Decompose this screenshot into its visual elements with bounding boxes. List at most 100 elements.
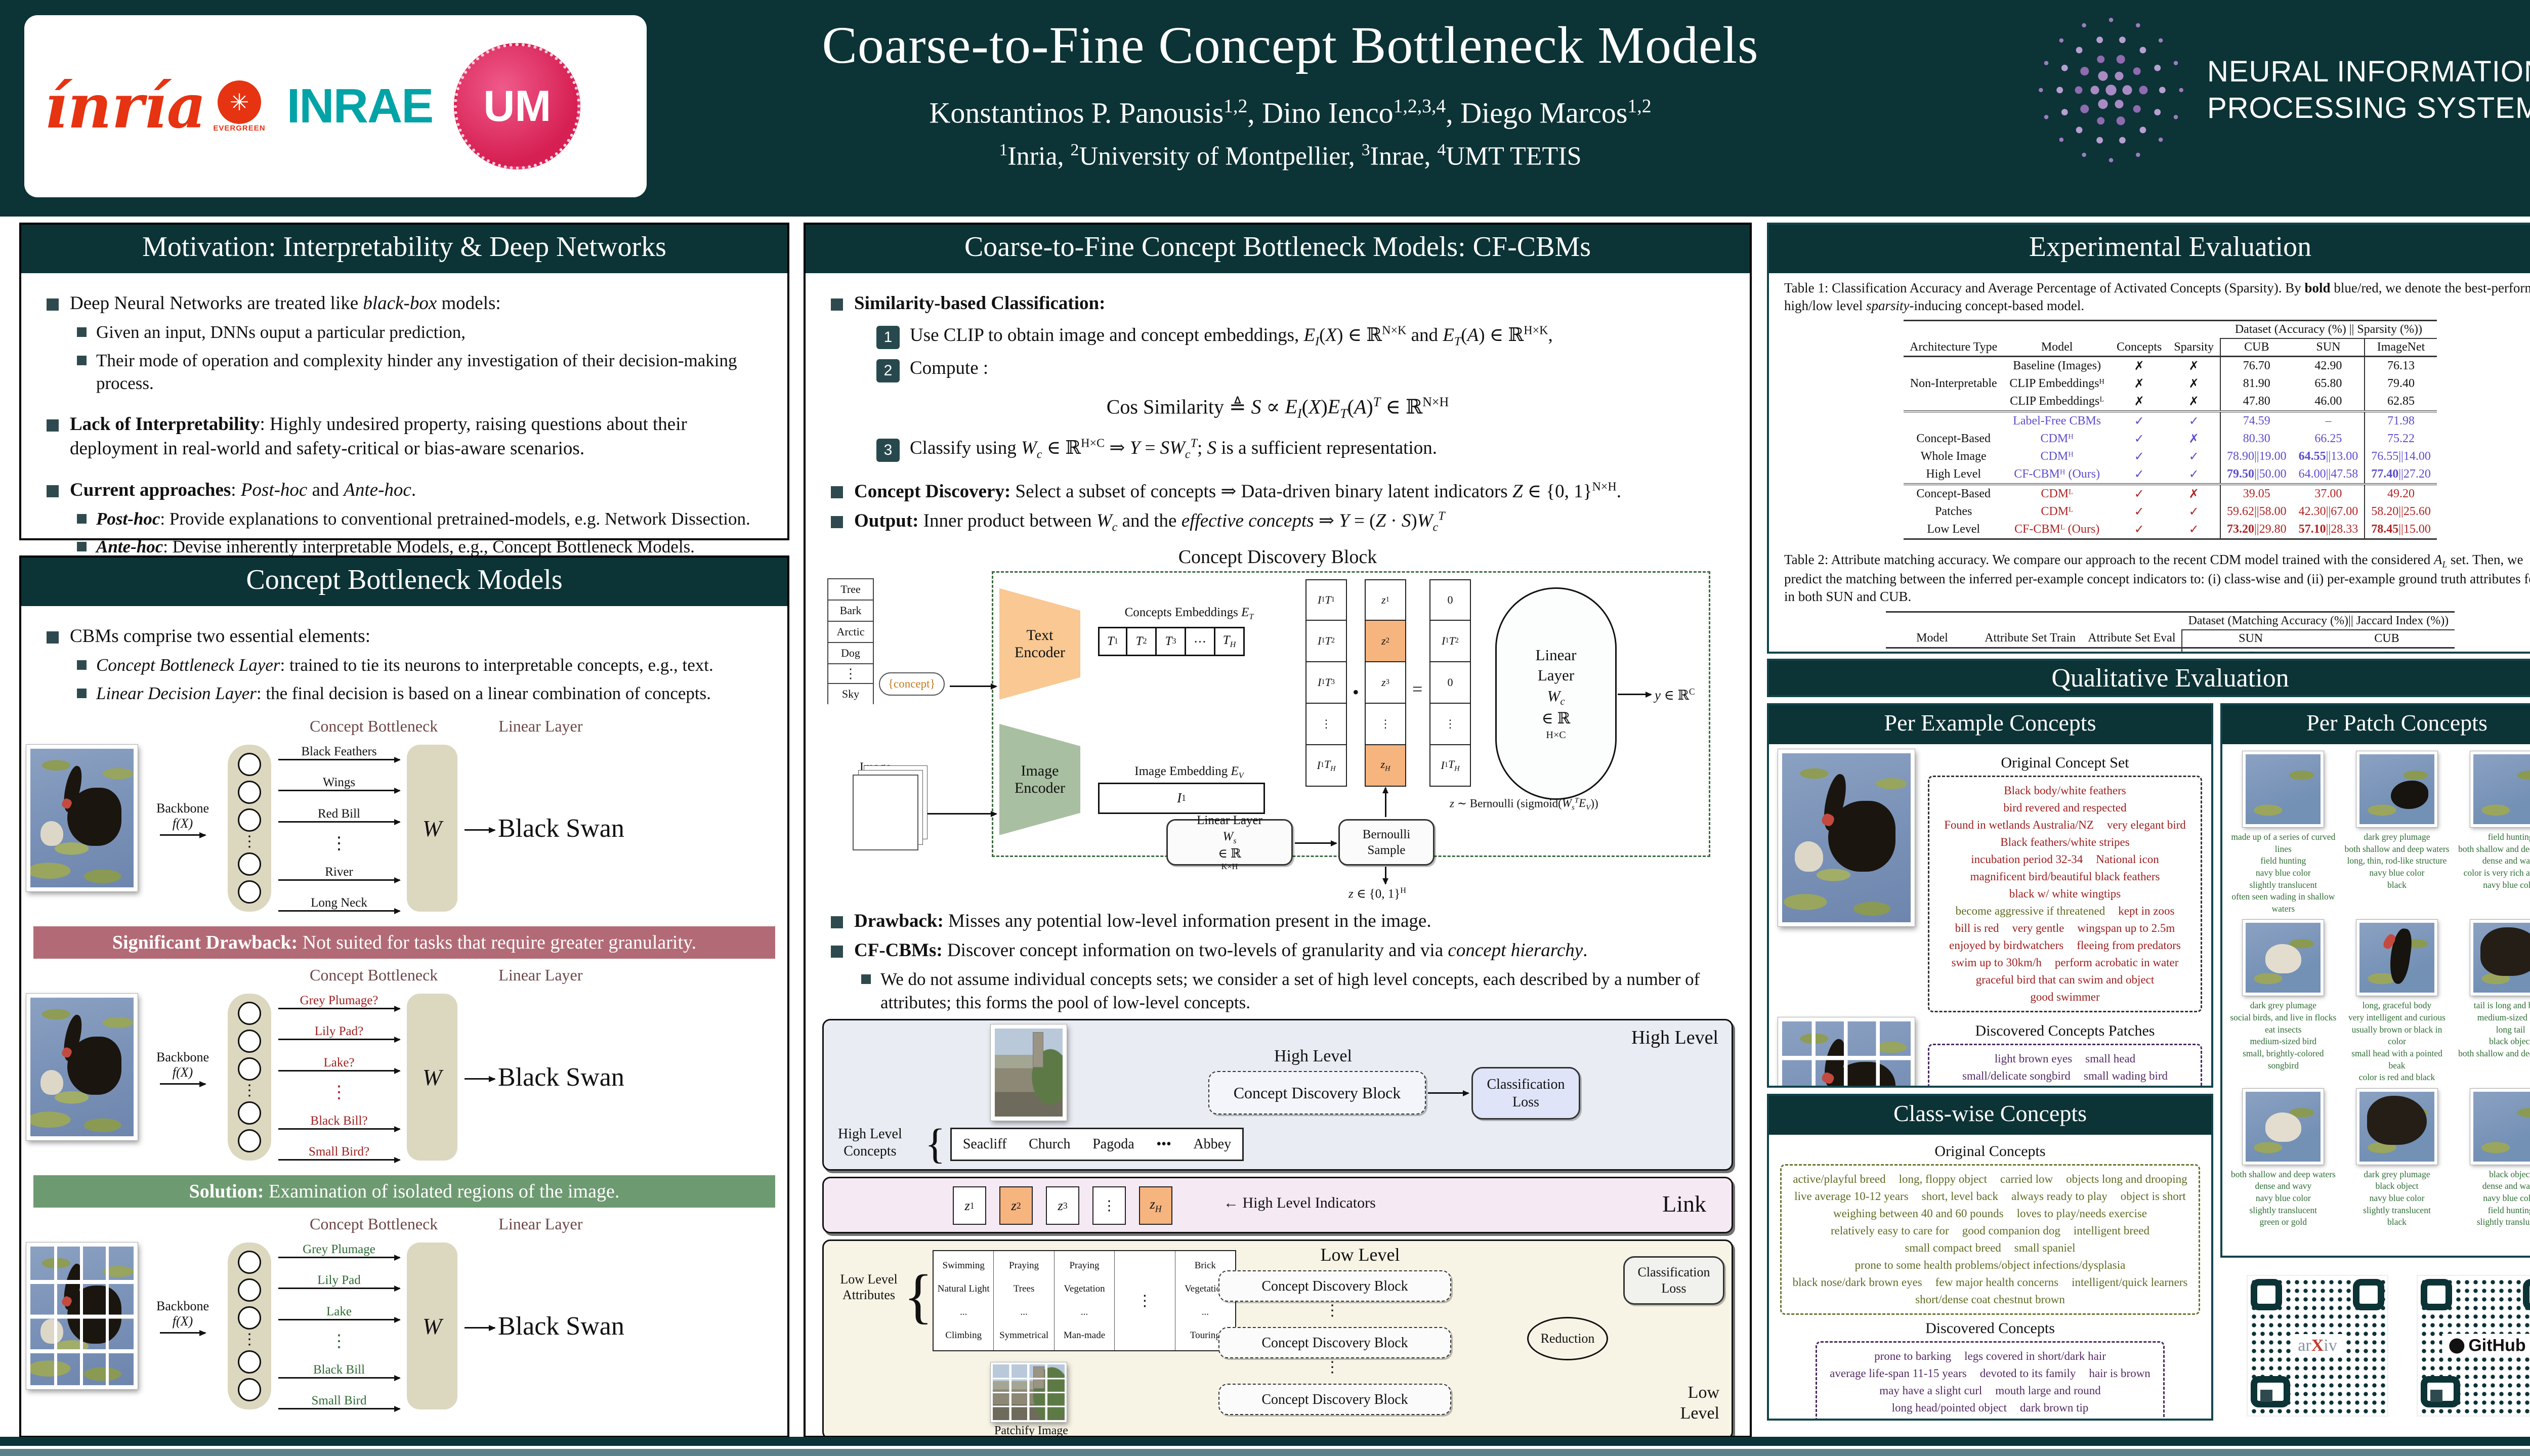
swan-photo — [1778, 749, 1915, 927]
concept-item: always ready to play — [2011, 1190, 2107, 1203]
concept-item: live average 10-12 years — [1794, 1190, 1909, 1203]
concept-item: devoted to its family — [1979, 1367, 2076, 1380]
concept-item: small compact breed — [1905, 1241, 2001, 1254]
per-patch-box: Per Patch Concepts made up of a series o… — [2220, 703, 2530, 1258]
classwise-discovered-label: Discovered Concepts — [1925, 1320, 2055, 1337]
concept-row: ⋮ — [330, 1083, 348, 1102]
drawback-banner: Significant Drawback: Not suited for tas… — [33, 926, 775, 959]
hl-concept: Abbey — [1193, 1136, 1232, 1152]
concept-item: object is short — [2120, 1190, 2186, 1203]
arrow-icon — [1618, 691, 1652, 698]
patchified-swan-photo — [1778, 1017, 1915, 1086]
patch-photo — [2469, 1088, 2530, 1165]
cbm-bullet: Linear Decision Layer: the final decisio… — [74, 682, 765, 705]
arrow-icon — [278, 1157, 401, 1164]
patch-photo — [2242, 751, 2325, 828]
table1-row: Patches CDMᴸ ✓ ✓ 59.62||58.00 42.30||67.… — [1904, 503, 2437, 521]
concept-row: Long Neck — [278, 896, 401, 915]
concept-item: Found in wetlands Australia/NZ — [1944, 819, 2094, 831]
table1-caption: Table 1: Classification Accuracy and Ave… — [1784, 280, 2530, 314]
step-1-chip: 1 — [876, 326, 900, 350]
cbm-bullet: CBMs comprise two essential elements: — [44, 624, 765, 649]
motivation-bullet: Post-hoc: Provide explanations to conven… — [74, 507, 765, 531]
building-photo — [990, 1024, 1067, 1121]
classwise-original-cloud: active/playful breed long, floppy object c… — [1780, 1164, 2200, 1315]
ll-attributes-label: Low Level Attributes — [840, 1272, 898, 1303]
classwise-title: Class-wise Concepts — [1769, 1096, 2211, 1135]
inrae-logo-text: INRAE — [286, 79, 434, 133]
z-indicator-row: z 1 z 2 z 3 ⋮ zH — [953, 1186, 1172, 1225]
concept-row: Grey Plumage — [278, 1243, 401, 1261]
concept-row: Wings — [278, 776, 401, 794]
neurips-logo: NEURAL INFORMATION PROCESSING SYSTEMS — [2030, 9, 2530, 171]
swan-photo — [26, 993, 138, 1141]
per-example-box: Per Example Concepts Original Concept Se… — [1767, 703, 2213, 1088]
table1-row: CLIP Embeddingsᴸ ✗ ✗ 47.80 46.00 62.85 — [1904, 393, 2437, 413]
output-bullet: Output: Inner product between Wc and the… — [828, 509, 1727, 536]
qr-finder-icon — [2421, 1376, 2460, 1407]
cbm-diagram-2: Concept Bottleneck Linear Layer Backbone… — [26, 966, 787, 1168]
link-label: Link — [1662, 1191, 1706, 1217]
arrow-icon — [927, 810, 997, 817]
concept-row: Red Bill — [278, 807, 401, 825]
patchify-building-photo — [990, 1362, 1067, 1423]
poster-title: Coarse-to-Fine Concept Bottleneck Models — [822, 16, 1759, 74]
concept-item: dark brown tip — [2019, 1401, 2089, 1414]
poster-affiliations: 1Inria, 2University of Montpellier, 3Inr… — [999, 141, 1582, 171]
high-cdb-box: Concept Discovery Block — [1208, 1071, 1426, 1115]
patchified-swan-photo — [26, 1242, 138, 1390]
similarity-title: Similarity-based Classification: — [828, 291, 1727, 316]
patch-photo — [2469, 919, 2530, 997]
concept-item: objects long and drooping — [2066, 1173, 2187, 1185]
arrow-icon — [278, 819, 401, 825]
arrow-icon — [160, 1081, 206, 1087]
concept-discovery-block-diagram: Concept Discovery Block Tree Bark Arctic Do… — [822, 546, 1733, 901]
w-matrix-box: W — [407, 745, 457, 912]
low-classification-loss-box: Classification Loss — [1623, 1256, 1724, 1305]
concept-item: few major health concerns — [1935, 1276, 2059, 1289]
hl-concepts-box: Seacliff Church Pagoda ••• Abbey — [950, 1128, 1244, 1161]
github-logo-text: GitHub — [2442, 1334, 2530, 1358]
arrow-icon — [160, 832, 206, 838]
table1-row: Non-Interpretable CLIP Embeddingsᴴ ✗ ✗ 8… — [1904, 375, 2437, 393]
poster-authors: Konstantinos P. Panousis1,2, Dino Ienco1… — [929, 96, 1652, 130]
concept-row: Lake — [278, 1305, 401, 1323]
table1-row: Concept-Based CDMᴴ ✓ ✗ 80.30 66.25 75.22 — [1904, 430, 2437, 448]
qr-finder-icon — [2421, 1279, 2452, 1310]
hl-concept: Seacliff — [962, 1136, 1007, 1152]
cbm-title: Concept Bottleneck Models — [21, 558, 787, 606]
cbm-box: Concept Bottleneck Models CBMs comprise … — [19, 555, 789, 1438]
concept-item: loves to play/needs exercise — [2016, 1207, 2147, 1220]
cbm-diagram-3: Concept Bottleneck Linear Layer Backbone… — [26, 1215, 787, 1417]
concept-item: may have a slight curl — [1879, 1384, 1983, 1397]
concept-item: magnificent bird/beautiful black feather… — [1970, 870, 2160, 883]
concept-row: ⋮ — [330, 834, 348, 853]
bullet-text: Deep Neural Networks are treated like bl… — [70, 293, 501, 314]
effective-concepts-vector: 0 I 1 T 2 0 ⋮ I 1 TH — [1429, 579, 1471, 787]
arrow-icon — [950, 683, 997, 690]
arrow-icon — [1295, 840, 1337, 846]
z-bernoulli-annotation: z ∼ Bernoulli (sigmoid(WsTEV)) — [1450, 796, 1598, 812]
similarity-vector: I 1 T 1 I 1 T 2 I 1 T 3 ⋮ I 1 TH — [1305, 579, 1347, 787]
concept-item: good breed for families with children — [1850, 1419, 2024, 1421]
concept-word: Sky — [827, 683, 874, 705]
concept-item: intelligent breed — [2073, 1224, 2149, 1237]
bullet-text: Ante-hoc: Devise inherently interpretabl… — [96, 537, 695, 557]
concept-row: Lake? — [278, 1056, 401, 1074]
concept-discovery-bullet: Concept Discovery: Select a subset of co… — [828, 479, 1727, 503]
low-cdb-box-1: Concept Discovery Block — [1218, 1270, 1451, 1302]
concept-row: Black Bill — [278, 1363, 401, 1381]
bullet-text: CBMs comprise two essential elements: — [70, 626, 370, 647]
table2-group-header: Dataset (Matching Accuracy (%)|| Jaccard… — [2182, 612, 2455, 630]
concept-row: Small Bird? — [278, 1145, 401, 1164]
patch-photo — [2355, 1088, 2438, 1165]
concept-word: Bark — [827, 599, 874, 621]
concept-arrows: Black Feathers Wings Red Bill ⋮ River Lo… — [278, 745, 401, 915]
linear-layer-stadium: Linear Layer Wc ∈ ℝ H×C — [1495, 587, 1617, 800]
cbm-bullets: CBMs comprise two essential elements: Con… — [21, 606, 787, 713]
inria-evergreen-badge-icon: ✳ EVERGREEN — [213, 80, 265, 133]
arrow-icon — [465, 1324, 496, 1331]
bullet-text: Lack of Interpretability: Highly undesir… — [70, 413, 687, 459]
table1-row: Concept-Based CDMᴸ ✓ ✗ 39.05 37.00 49.20 — [1904, 484, 2437, 503]
image-label: Image — [859, 760, 892, 774]
